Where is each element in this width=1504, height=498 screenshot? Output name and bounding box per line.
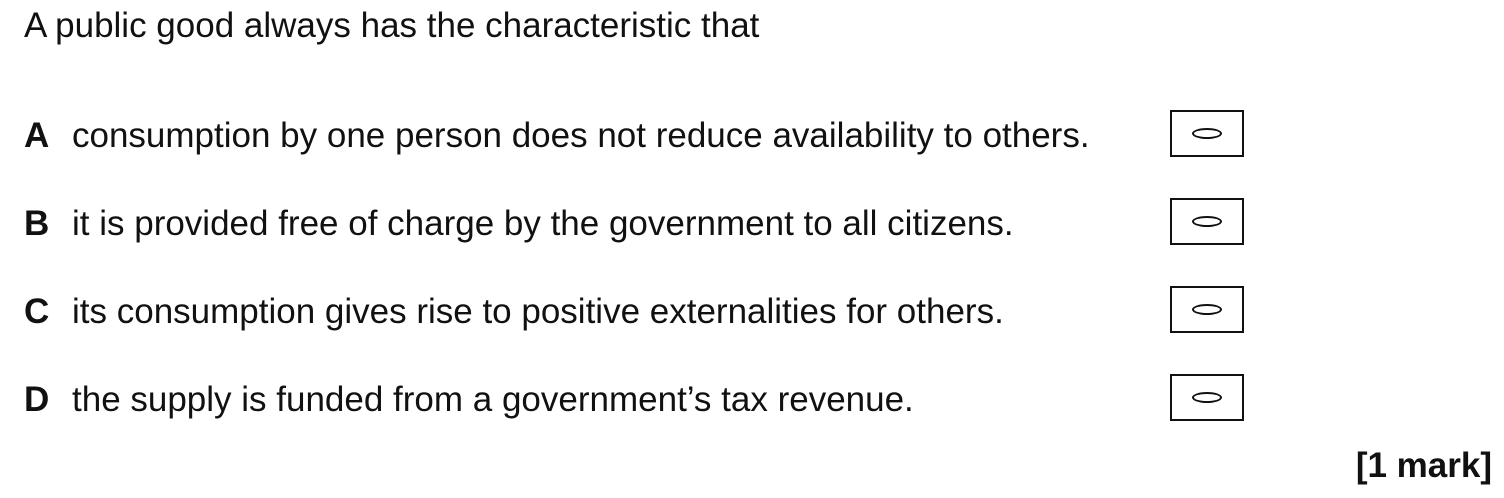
option-text: consumption by one person does not reduc… — [72, 116, 1090, 155]
question-stem: A public good always has the characteris… — [24, 6, 760, 45]
answer-oval-icon — [1192, 216, 1222, 227]
answer-oval-icon — [1192, 304, 1222, 315]
answer-oval-icon — [1192, 128, 1222, 139]
answer-box-b[interactable] — [1170, 198, 1244, 245]
mark-allocation: [1 mark] — [1355, 446, 1492, 485]
option-letter: B — [24, 204, 50, 243]
option-text: the supply is funded from a government’s… — [72, 380, 914, 419]
option-c: C its consumption gives rise to positive… — [24, 286, 1264, 336]
answer-box-a[interactable] — [1170, 110, 1244, 157]
answer-oval-icon — [1192, 392, 1222, 403]
option-text: its consumption gives rise to positive e… — [72, 292, 1004, 331]
option-letter: C — [24, 292, 50, 331]
option-text: it is provided free of charge by the gov… — [72, 204, 1014, 243]
answer-box-d[interactable] — [1170, 374, 1244, 421]
option-a: A consumption by one person does not red… — [24, 110, 1264, 160]
option-letter: D — [24, 380, 50, 419]
option-b: B it is provided free of charge by the g… — [24, 198, 1264, 248]
answer-box-c[interactable] — [1170, 286, 1244, 333]
option-d: D the supply is funded from a government… — [24, 374, 1264, 424]
option-letter: A — [24, 116, 50, 155]
